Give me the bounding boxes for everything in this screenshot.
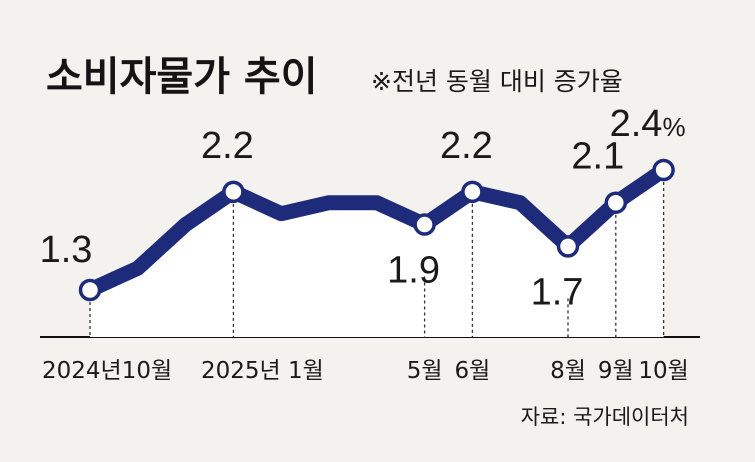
- chart-subtitle: ※전년 동월 대비 증가율: [371, 67, 623, 96]
- data-point-marker: [413, 213, 436, 236]
- data-point-marker: [604, 191, 628, 214]
- data-point-marker: [461, 180, 484, 204]
- data-label: 2.1: [571, 136, 624, 178]
- data-point-marker: [556, 235, 580, 258]
- guide-lines-layer: [89, 170, 665, 337]
- data-point-marker: [652, 158, 675, 182]
- data-label: 1.7: [531, 271, 584, 313]
- data-label: 1.9: [387, 250, 440, 292]
- data-label: 2.2: [201, 125, 254, 167]
- data-points-layer: [78, 158, 675, 302]
- x-tick-label: 2024년10월: [42, 358, 172, 384]
- x-tick-label: 10월: [638, 358, 688, 384]
- chart-title: 소비자물가 추이: [46, 54, 318, 100]
- x-tick-label: 6월: [455, 358, 491, 384]
- x-tick-label: 5월: [407, 358, 443, 384]
- x-tick-labels-layer: 2024년10월 2025년 1월 5월 6월 8월 9월 10월: [42, 358, 689, 384]
- data-label-unit: %: [662, 112, 685, 142]
- data-point-marker: [78, 278, 102, 302]
- chart-source: 자료: 국가데이터처: [521, 405, 689, 429]
- data-label: 2.4%: [610, 103, 686, 145]
- x-tick-label: 9월: [598, 358, 634, 384]
- data-point-marker: [222, 180, 245, 204]
- x-tick-label: 8월: [550, 358, 586, 384]
- x-tick-label: 2025년 1월: [201, 358, 324, 384]
- data-label: 1.3: [40, 229, 93, 271]
- data-label: 2.2: [440, 125, 493, 167]
